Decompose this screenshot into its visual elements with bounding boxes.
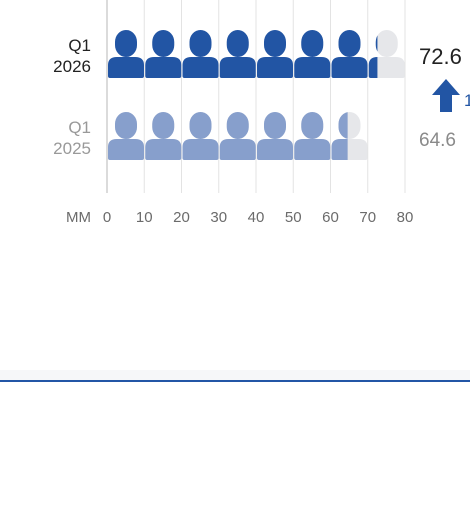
x-tick-label: 30 [210, 209, 227, 226]
x-tick-label: 60 [322, 209, 339, 226]
change-indicator: 1 [432, 79, 470, 112]
value-label: 72.6 [419, 44, 462, 69]
icon-rows [108, 30, 405, 160]
person-icon [368, 35, 378, 78]
person-icon [145, 30, 182, 78]
person-icon [182, 30, 219, 78]
x-tick-label: 40 [248, 209, 265, 226]
section-divider-line [0, 380, 470, 382]
person-icon [257, 112, 293, 160]
person-icon [219, 30, 256, 78]
empty-content-area [0, 382, 470, 516]
value-label: 64.6 [419, 130, 456, 151]
person-icon [331, 112, 348, 160]
pictogram-chart: Q1 2026 72.6 Q1 2025 64.6 MM 0 10 20 30 40 50 60 70 80… [53, 0, 470, 226]
row-label-line2: 2025 [53, 139, 91, 158]
arrow-up-icon [432, 79, 460, 112]
x-tick-label: 10 [136, 209, 153, 226]
person-icon [294, 30, 331, 78]
person-icon-empty [368, 30, 405, 78]
row-label-line1: Q1 [68, 36, 91, 55]
person-icon [257, 30, 293, 78]
icon-row-2026 [108, 30, 405, 78]
row-label-line1: Q1 [68, 118, 91, 137]
x-tick-label: 70 [359, 209, 376, 226]
person-icon [145, 112, 182, 160]
person-icon [182, 112, 219, 160]
person-icon [331, 30, 368, 78]
change-value: 1 [464, 91, 470, 110]
person-icon [108, 112, 144, 160]
person-icon [219, 112, 256, 160]
icon-row-2025 [108, 112, 368, 160]
axis-unit-label: MM [66, 209, 91, 226]
x-tick-label: 0 [103, 209, 111, 226]
x-axis: MM 0 10 20 30 40 50 60 70 80 [66, 209, 413, 226]
x-tick-label: 80 [397, 209, 414, 226]
person-icon [294, 112, 331, 160]
x-tick-label: 20 [173, 209, 190, 226]
row-label-line2: 2026 [53, 57, 91, 76]
person-icon [108, 30, 144, 78]
x-tick-label: 50 [285, 209, 302, 226]
section-divider-band [0, 370, 470, 380]
grid-lines [106, 0, 406, 193]
row-labels: Q1 2026 72.6 Q1 2025 64.6 [53, 36, 462, 158]
